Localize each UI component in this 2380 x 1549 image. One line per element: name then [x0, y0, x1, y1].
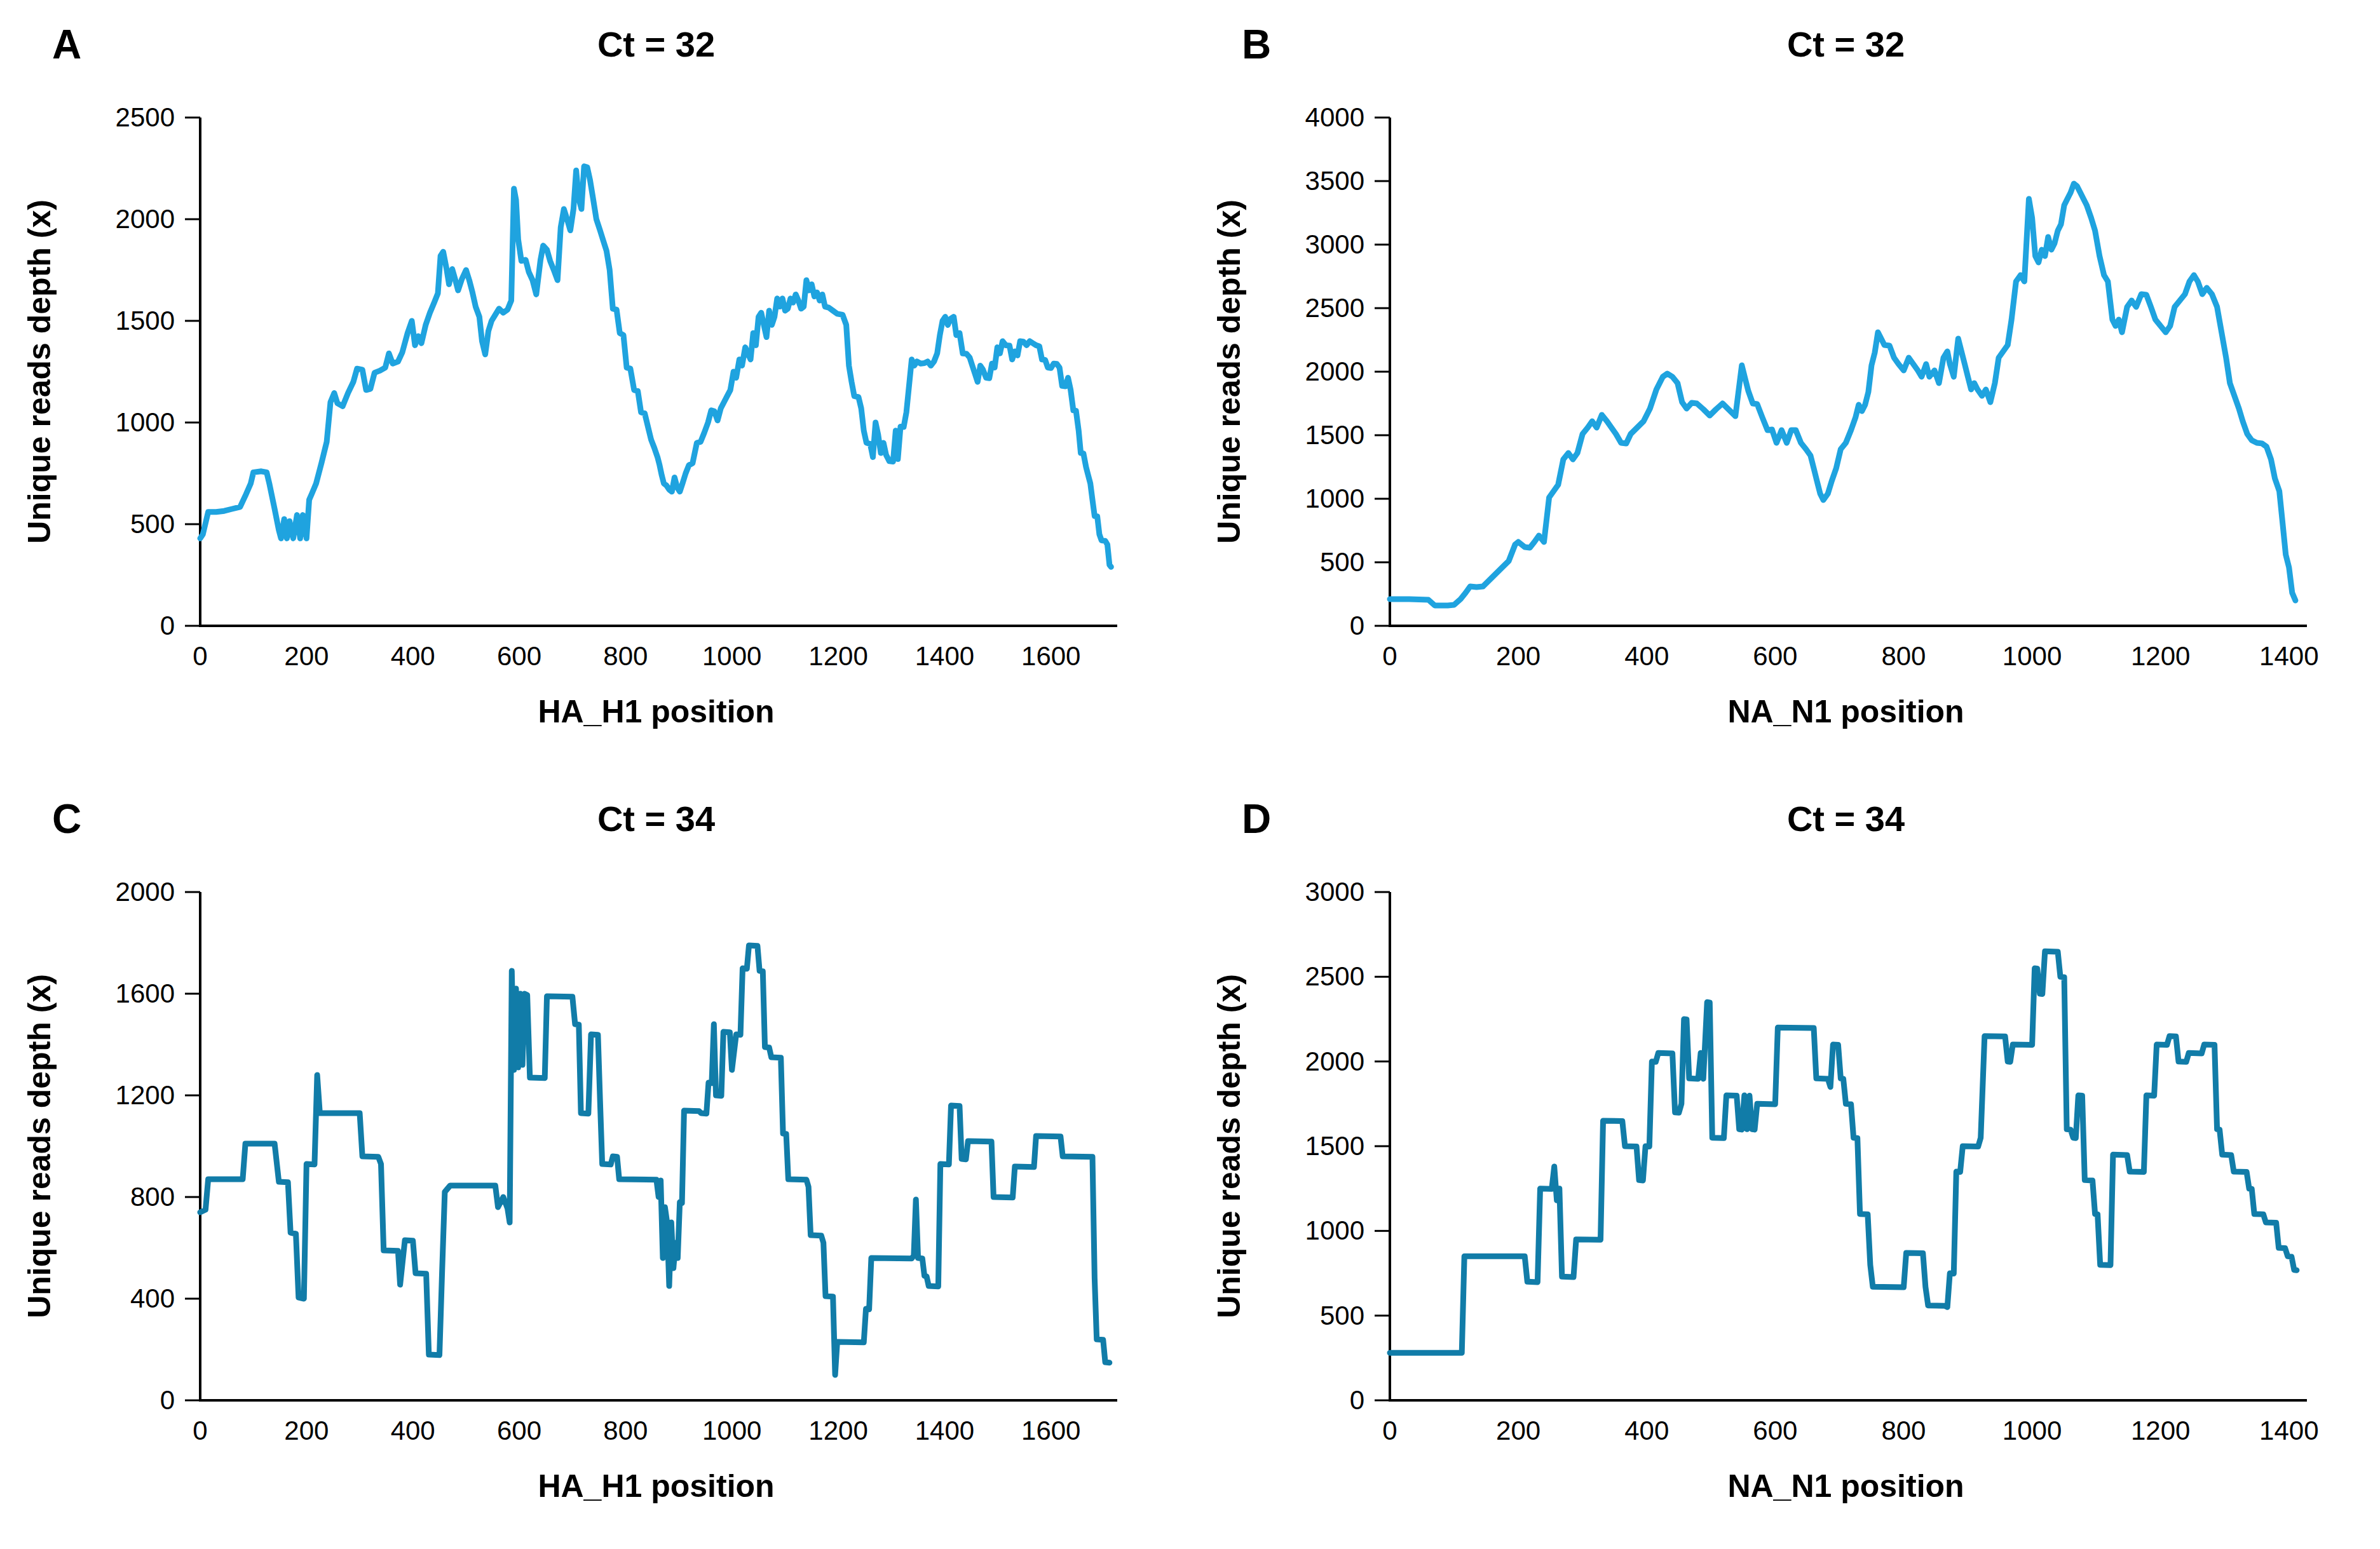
svg-text:1200: 1200 — [2131, 1416, 2190, 1445]
svg-text:1000: 1000 — [2003, 641, 2062, 671]
svg-text:600: 600 — [1753, 641, 1797, 671]
svg-text:3000: 3000 — [1305, 877, 1364, 907]
svg-text:200: 200 — [1496, 641, 1540, 671]
svg-text:0: 0 — [193, 641, 207, 671]
svg-text:0: 0 — [1350, 611, 1364, 640]
panel-b: B Ct = 32 Unique reads depth (x) 0500100… — [1190, 0, 2380, 774]
svg-text:1000: 1000 — [2003, 1416, 2062, 1445]
svg-text:3000: 3000 — [1305, 229, 1364, 259]
line-chart-b: 0 500 1000 1500 2000 2500 3000 3500 4000 0 200 400 6… — [1190, 0, 2380, 774]
svg-text:1400: 1400 — [915, 641, 974, 671]
panel-a: A Ct = 32 Unique reads depth (x) 0500100… — [0, 0, 1190, 774]
svg-text:400: 400 — [391, 1416, 435, 1445]
x-axis-label-c: HA_H1 position — [200, 1470, 1112, 1502]
svg-text:600: 600 — [497, 641, 541, 671]
svg-text:1200: 1200 — [808, 1416, 867, 1445]
panel-c: C Ct = 34 Unique reads depth (x) 0400800… — [0, 774, 1190, 1549]
svg-text:2000: 2000 — [116, 877, 175, 907]
x-axis-label-b: NA_N1 position — [1390, 696, 2302, 727]
svg-text:2500: 2500 — [1305, 293, 1364, 323]
svg-text:1000: 1000 — [116, 407, 175, 437]
svg-text:200: 200 — [284, 641, 329, 671]
svg-text:200: 200 — [284, 1416, 329, 1445]
svg-text:1400: 1400 — [2259, 641, 2318, 671]
svg-text:200: 200 — [1496, 1416, 1540, 1445]
svg-text:400: 400 — [1624, 641, 1669, 671]
svg-text:1600: 1600 — [1021, 1416, 1080, 1445]
svg-text:800: 800 — [1881, 1416, 1926, 1445]
svg-text:500: 500 — [1320, 1301, 1364, 1330]
svg-text:2500: 2500 — [1305, 961, 1364, 991]
svg-text:4000: 4000 — [1305, 102, 1364, 132]
svg-text:1600: 1600 — [1021, 641, 1080, 671]
svg-text:500: 500 — [130, 509, 175, 539]
figure-canvas: A Ct = 32 Unique reads depth (x) 0500100… — [0, 0, 2380, 1549]
svg-text:500: 500 — [1320, 547, 1364, 577]
svg-text:0: 0 — [193, 1416, 207, 1445]
svg-text:1500: 1500 — [116, 306, 175, 335]
x-axis-label-a: HA_H1 position — [200, 696, 1112, 727]
svg-text:2000: 2000 — [1305, 356, 1364, 386]
svg-text:1000: 1000 — [1305, 484, 1364, 513]
svg-text:2000: 2000 — [1305, 1046, 1364, 1076]
svg-text:600: 600 — [1753, 1416, 1797, 1445]
svg-text:400: 400 — [130, 1283, 175, 1313]
svg-text:800: 800 — [603, 1416, 648, 1445]
svg-text:2000: 2000 — [116, 204, 175, 234]
panel-d: D Ct = 34 Unique reads depth (x) 0500100… — [1190, 774, 2380, 1549]
svg-text:0: 0 — [1382, 641, 1397, 671]
svg-text:1200: 1200 — [2131, 641, 2190, 671]
svg-text:1600: 1600 — [116, 978, 175, 1008]
svg-text:1200: 1200 — [808, 641, 867, 671]
svg-text:1000: 1000 — [702, 641, 761, 671]
svg-text:1000: 1000 — [702, 1416, 761, 1445]
svg-text:1400: 1400 — [915, 1416, 974, 1445]
svg-text:400: 400 — [1624, 1416, 1669, 1445]
svg-text:3500: 3500 — [1305, 166, 1364, 196]
line-chart-c: 0 400 800 1200 1600 2000 0 200 400 600 800 1000 1200… — [0, 774, 1190, 1549]
svg-text:600: 600 — [497, 1416, 541, 1445]
line-chart-a: 0 500 1000 1500 2000 2500 0 200 400 600 800 1000 120… — [0, 0, 1190, 774]
svg-text:800: 800 — [1881, 641, 1926, 671]
svg-text:0: 0 — [1350, 1385, 1364, 1415]
svg-text:800: 800 — [603, 641, 648, 671]
svg-text:1400: 1400 — [2259, 1416, 2318, 1445]
svg-text:0: 0 — [160, 1385, 175, 1415]
svg-text:1500: 1500 — [1305, 1131, 1364, 1161]
svg-text:400: 400 — [391, 641, 435, 671]
svg-text:1500: 1500 — [1305, 420, 1364, 450]
svg-text:1000: 1000 — [1305, 1215, 1364, 1245]
line-chart-d: 0 500 1000 1500 2000 2500 3000 0 200 400 600 800 100… — [1190, 774, 2380, 1549]
svg-text:0: 0 — [1382, 1416, 1397, 1445]
svg-text:2500: 2500 — [116, 102, 175, 132]
svg-text:1200: 1200 — [116, 1080, 175, 1110]
x-axis-label-d: NA_N1 position — [1390, 1470, 2302, 1502]
svg-text:800: 800 — [130, 1182, 175, 1212]
svg-text:0: 0 — [160, 611, 175, 640]
